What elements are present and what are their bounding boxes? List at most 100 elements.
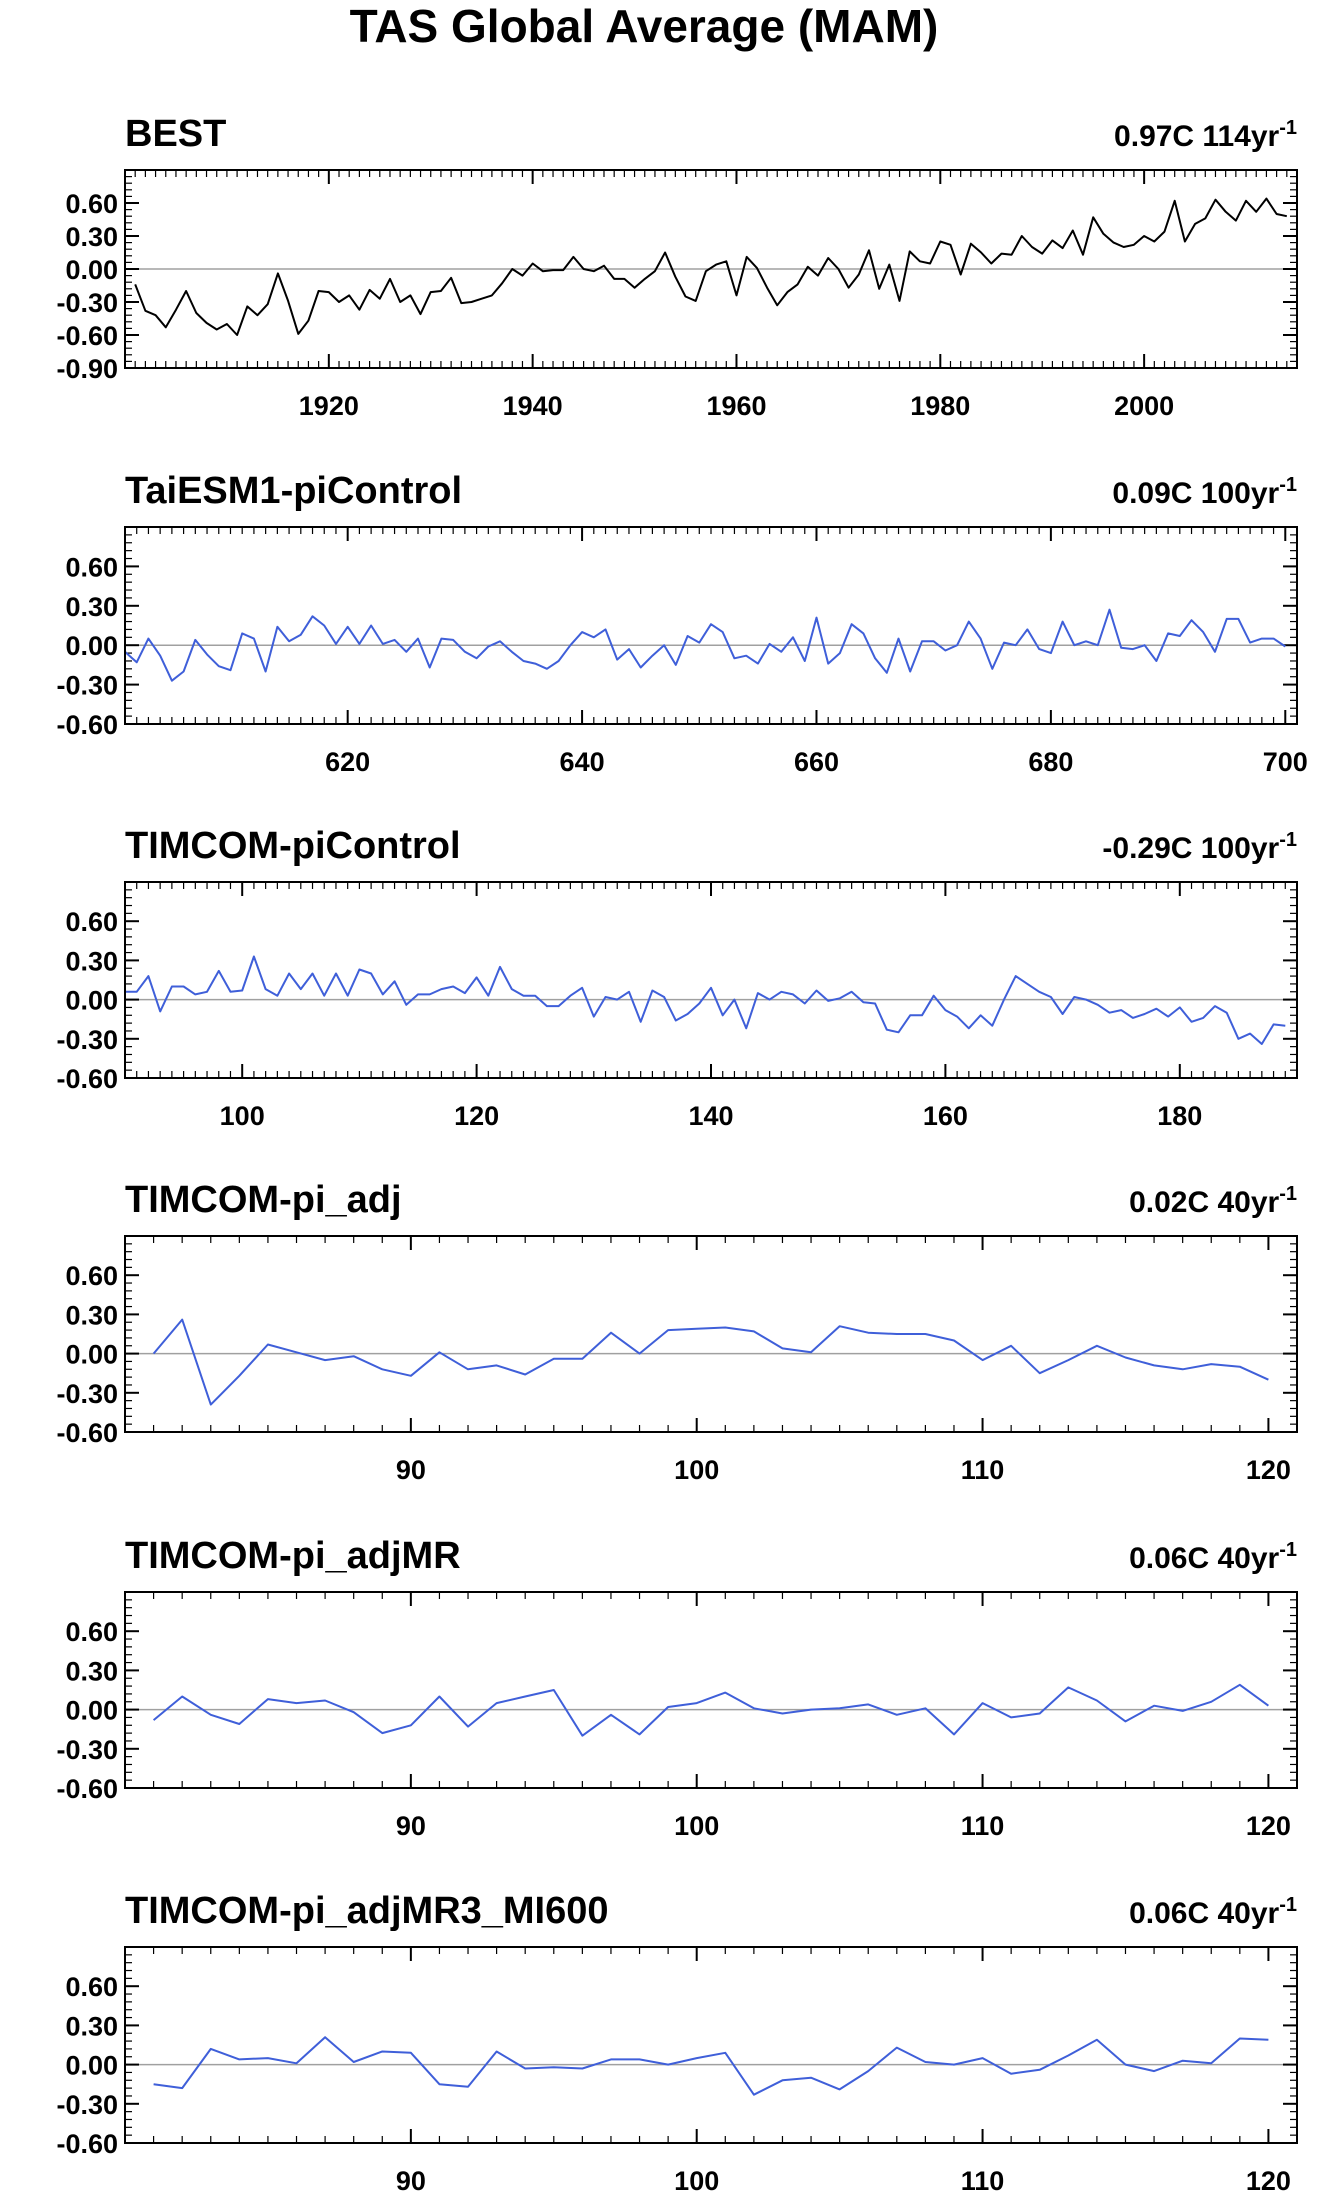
y-tick-label: -0.60 xyxy=(56,710,118,740)
x-tick-label: 700 xyxy=(1263,747,1308,777)
trend-value: -0.29C 100yr xyxy=(1102,832,1279,865)
series-line-1 xyxy=(153,2036,1269,2096)
y-tick-label: 0.30 xyxy=(65,1300,118,1330)
y-tick-label: -0.60 xyxy=(56,1064,118,1094)
plot-frame xyxy=(124,1235,1298,1433)
trend-value: 0.97C 114yr xyxy=(1114,120,1279,153)
plot-frame xyxy=(124,1591,1298,1789)
trend-value: 0.09C 100yr xyxy=(1112,477,1279,510)
y-tick-label: 0.60 xyxy=(65,1617,118,1647)
trend-value: 0.06C 40yr xyxy=(1129,1897,1279,1930)
y-tick-label: 0.30 xyxy=(65,2011,118,2041)
x-tick-label: 90 xyxy=(396,1811,426,1841)
y-tick-label: 0.30 xyxy=(65,946,118,976)
series-line-1 xyxy=(125,955,1286,1045)
plot-frame xyxy=(124,881,1298,1079)
y-tick-label: -0.60 xyxy=(56,2129,118,2159)
x-tick-label: 110 xyxy=(961,2166,1005,2196)
trend-value: 0.06C 40yr xyxy=(1129,1542,1279,1575)
x-tick-label: 1940 xyxy=(503,391,563,421)
panel-3: TIMCOM-piControl -0.29C 100yr-1 -0.60 -0.30… xyxy=(56,825,1298,1131)
panel-5: TIMCOM-pi_adjMR 0.06C 40yr-1 -0.60 -0.30 0.0… xyxy=(56,1535,1298,1841)
x-tick-label: 680 xyxy=(1028,747,1073,777)
panel-title: TIMCOM-pi_adj xyxy=(125,1179,402,1221)
x-tick-label: 180 xyxy=(1157,1101,1202,1131)
trend-superscript: -1 xyxy=(1279,1539,1297,1561)
y-tick-label: -0.30 xyxy=(56,1735,118,1765)
y-tick-label: -0.30 xyxy=(56,288,118,318)
x-tick-label: 100 xyxy=(674,1811,719,1841)
trend-superscript: -1 xyxy=(1279,117,1297,139)
trend-label: 0.06C 40yr-1 xyxy=(1129,1894,1297,1930)
plot-frame xyxy=(124,526,1298,725)
x-tick-label: 120 xyxy=(454,1101,499,1131)
trend-label: -0.29C 100yr-1 xyxy=(1102,829,1297,865)
x-tick-label: 640 xyxy=(560,747,605,777)
trend-label: 0.97C 114yr-1 xyxy=(1114,117,1297,153)
y-tick-label: -0.60 xyxy=(56,321,118,351)
trend-superscript: -1 xyxy=(1279,474,1297,496)
y-tick-label: 0.60 xyxy=(65,189,118,219)
y-tick-label: -0.60 xyxy=(56,1774,118,1804)
panel-title: TIMCOM-piControl xyxy=(125,825,461,867)
y-tick-label: -0.60 xyxy=(56,1418,118,1448)
plot-frame xyxy=(124,169,1298,369)
y-tick-label: 0.00 xyxy=(65,255,118,285)
panel-4: TIMCOM-pi_adj 0.02C 40yr-1 -0.60 -0.30 0.00 0… xyxy=(56,1179,1298,1485)
series-line-1 xyxy=(152,1683,1269,1737)
x-tick-label: 110 xyxy=(961,1811,1005,1841)
panel-2: TaiESM1-piControl 0.09C 100yr-1 -0.60 -0.30… xyxy=(56,470,1307,777)
x-tick-label: 120 xyxy=(1246,2166,1291,2196)
series-line-1 xyxy=(124,608,1286,682)
trend-label: 0.06C 40yr-1 xyxy=(1129,1539,1297,1575)
y-tick-label: 0.30 xyxy=(65,592,118,622)
series-line-1 xyxy=(152,1318,1269,1406)
x-tick-label: 90 xyxy=(396,1455,426,1485)
series-line-1 xyxy=(134,197,1288,336)
x-tick-label: 2000 xyxy=(1114,391,1174,421)
panel-title: TaiESM1-piControl xyxy=(125,470,462,512)
x-tick-label: 620 xyxy=(325,747,370,777)
y-tick-label: -0.30 xyxy=(56,671,118,701)
y-tick-label: -0.90 xyxy=(56,354,118,384)
x-tick-label: 90 xyxy=(396,2166,426,2196)
panel-6: TIMCOM-pi_adjMR3_MI600 0.06C 40yr-1 -0.60 -… xyxy=(56,1890,1298,2196)
y-tick-label: -0.30 xyxy=(56,2090,118,2120)
y-tick-label: 0.30 xyxy=(65,1656,118,1686)
x-tick-label: 1920 xyxy=(299,391,359,421)
y-tick-label: 0.00 xyxy=(65,631,118,661)
panel-1: BEST 0.97C 114yr-1 -0.90-0.60-0.300.000.30… xyxy=(56,113,1298,421)
y-tick-label: 0.00 xyxy=(65,1696,118,1726)
x-tick-label: 110 xyxy=(961,1455,1005,1485)
panels: BEST 0.97C 114yr-1-0.90-0.60-0.300.000.30… xyxy=(56,113,1307,2196)
trend-label: 0.02C 40yr-1 xyxy=(1129,1183,1297,1219)
y-tick-label: 0.00 xyxy=(65,2051,118,2081)
x-tick-label: 1960 xyxy=(706,391,766,421)
y-tick-label: 0.60 xyxy=(65,1261,118,1291)
x-tick-label: 100 xyxy=(674,2166,719,2196)
plot-frame xyxy=(124,1946,1298,2144)
figure-title: TAS Global Average (MAM) xyxy=(350,0,939,52)
y-tick-label: 0.60 xyxy=(65,1972,118,2002)
trend-superscript: -1 xyxy=(1279,829,1297,851)
trend-label: 0.09C 100yr-1 xyxy=(1112,474,1297,510)
trend-superscript: -1 xyxy=(1279,1183,1297,1205)
y-tick-label: 0.30 xyxy=(65,222,118,252)
y-tick-label: -0.30 xyxy=(56,1025,118,1055)
trend-value: 0.02C 40yr xyxy=(1129,1186,1279,1219)
x-tick-label: 140 xyxy=(688,1101,733,1131)
x-tick-label: 160 xyxy=(923,1101,968,1131)
panel-title: TIMCOM-pi_adjMR3_MI600 xyxy=(125,1890,609,1932)
x-tick-label: 660 xyxy=(794,747,839,777)
panel-title: TIMCOM-pi_adjMR xyxy=(125,1535,461,1577)
x-tick-label: 120 xyxy=(1246,1811,1291,1841)
panel-title: BEST xyxy=(125,113,226,155)
x-tick-label: 120 xyxy=(1246,1455,1291,1485)
x-tick-label: 1980 xyxy=(910,391,970,421)
y-tick-label: 0.60 xyxy=(65,907,118,937)
trend-superscript: -1 xyxy=(1279,1894,1297,1916)
x-tick-label: 100 xyxy=(220,1101,265,1131)
y-tick-label: 0.60 xyxy=(65,552,118,582)
x-tick-label: 100 xyxy=(674,1455,719,1485)
